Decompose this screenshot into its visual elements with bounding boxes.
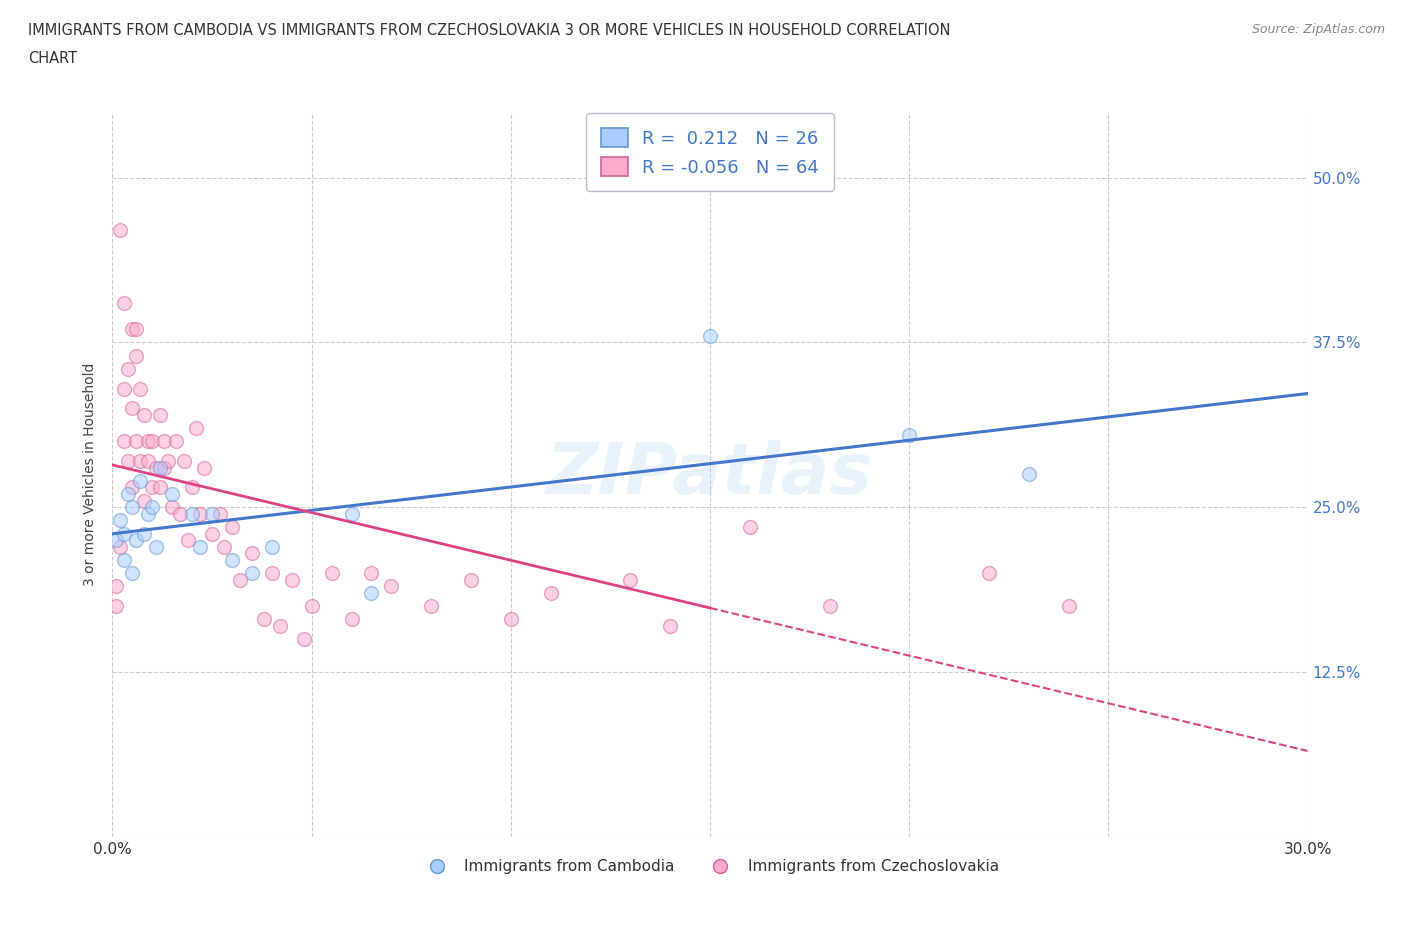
- Point: [221, 552, 243, 567]
- Point: [229, 572, 252, 587]
- Point: [977, 565, 1000, 580]
- Point: [145, 539, 167, 554]
- Point: [209, 507, 232, 522]
- Point: [301, 599, 323, 614]
- Point: [129, 381, 152, 396]
- Point: [121, 401, 143, 416]
- Point: [129, 454, 152, 469]
- Point: [121, 480, 143, 495]
- Point: [114, 381, 135, 396]
- Point: [540, 586, 562, 601]
- Point: [138, 454, 160, 469]
- Point: [340, 507, 363, 522]
- Point: [173, 454, 195, 469]
- Point: [110, 539, 132, 554]
- Point: [201, 507, 224, 522]
- Point: [177, 533, 200, 548]
- Point: [157, 454, 180, 469]
- Point: [149, 407, 172, 422]
- Point: [110, 513, 132, 528]
- Point: [380, 579, 402, 594]
- Point: [114, 296, 135, 311]
- Point: [165, 434, 187, 449]
- Point: [125, 348, 148, 363]
- Point: [114, 526, 135, 541]
- Point: [117, 362, 139, 377]
- Point: [105, 579, 128, 594]
- Point: [117, 454, 139, 469]
- Point: [149, 480, 172, 495]
- Point: [193, 460, 215, 475]
- Point: [134, 407, 156, 422]
- Point: [114, 434, 135, 449]
- Point: [110, 223, 132, 238]
- Point: [281, 572, 304, 587]
- Point: [153, 434, 176, 449]
- Point: [141, 480, 163, 495]
- Point: [141, 434, 163, 449]
- Text: ZIPatlas: ZIPatlas: [547, 440, 873, 509]
- Point: [153, 460, 176, 475]
- Point: [360, 565, 382, 580]
- Point: [125, 533, 148, 548]
- Point: [149, 460, 172, 475]
- Point: [253, 612, 276, 627]
- Point: [240, 546, 263, 561]
- Point: [420, 599, 443, 614]
- Point: [121, 322, 143, 337]
- Point: [260, 565, 283, 580]
- Point: [818, 599, 841, 614]
- Point: [212, 539, 235, 554]
- Point: [125, 322, 148, 337]
- Point: [181, 507, 204, 522]
- Point: [201, 526, 224, 541]
- Point: [114, 552, 135, 567]
- Point: [659, 618, 682, 633]
- Point: [738, 520, 761, 535]
- Point: [240, 565, 263, 580]
- Text: IMMIGRANTS FROM CAMBODIA VS IMMIGRANTS FROM CZECHOSLOVAKIA 3 OR MORE VEHICLES IN: IMMIGRANTS FROM CAMBODIA VS IMMIGRANTS F…: [28, 23, 950, 38]
- Point: [138, 507, 160, 522]
- Point: [105, 533, 128, 548]
- Point: [141, 499, 163, 514]
- Point: [186, 420, 208, 435]
- Point: [121, 499, 143, 514]
- Point: [121, 565, 143, 580]
- Point: [162, 499, 183, 514]
- Point: [162, 486, 183, 501]
- Point: [138, 434, 160, 449]
- Point: [181, 480, 204, 495]
- Point: [134, 526, 156, 541]
- Y-axis label: 3 or more Vehicles in Household: 3 or more Vehicles in Household: [83, 363, 97, 586]
- Point: [499, 612, 522, 627]
- Point: [260, 539, 283, 554]
- Point: [169, 507, 191, 522]
- Point: [292, 631, 315, 646]
- Point: [699, 328, 721, 343]
- Point: [360, 586, 382, 601]
- Point: [125, 434, 148, 449]
- Point: [1018, 467, 1040, 482]
- Point: [321, 565, 343, 580]
- Point: [129, 473, 152, 488]
- Point: [145, 460, 167, 475]
- Point: [117, 486, 139, 501]
- Point: [105, 599, 128, 614]
- Point: [134, 493, 156, 508]
- Point: [1057, 599, 1080, 614]
- Legend: Immigrants from Cambodia, Immigrants from Czechoslovakia: Immigrants from Cambodia, Immigrants fro…: [415, 853, 1005, 880]
- Point: [188, 507, 211, 522]
- Point: [188, 539, 211, 554]
- Point: [340, 612, 363, 627]
- Point: [221, 520, 243, 535]
- Text: CHART: CHART: [28, 51, 77, 66]
- Point: [269, 618, 291, 633]
- Text: Source: ZipAtlas.com: Source: ZipAtlas.com: [1251, 23, 1385, 36]
- Point: [898, 427, 921, 442]
- Point: [460, 572, 482, 587]
- Point: [619, 572, 641, 587]
